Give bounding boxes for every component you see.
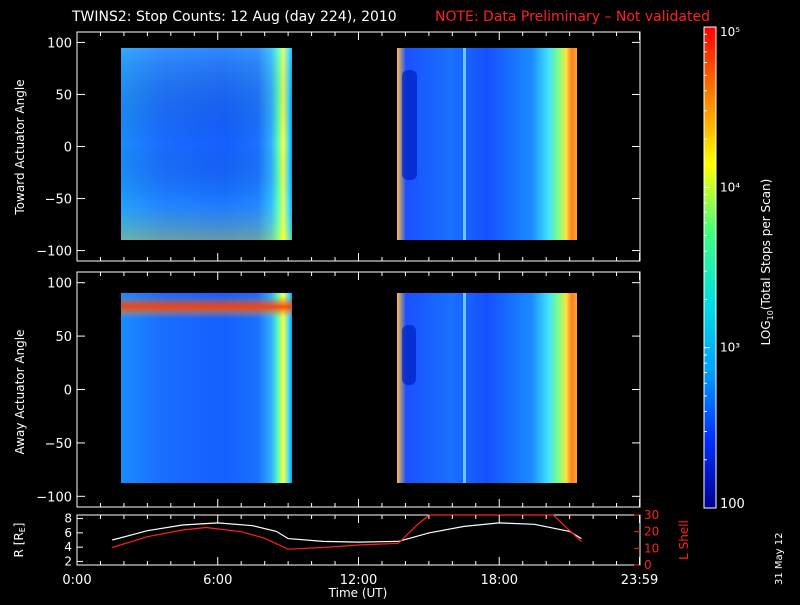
y-tick-label: 50 xyxy=(55,88,72,103)
y-tick-label: 6 xyxy=(64,526,72,540)
y-tick-label: 100 xyxy=(47,36,72,51)
colorbar-tick-label: 10³ xyxy=(720,341,740,355)
heatmap-block-2 xyxy=(397,48,577,240)
heatmap-block-3 xyxy=(121,293,292,483)
y2-tick-label: 30 xyxy=(644,508,659,522)
y-tick-label: 4 xyxy=(64,540,72,554)
panel-3-y2label: L Shell xyxy=(677,520,691,560)
y2-tick-label: 0 xyxy=(644,558,652,572)
colorbar-tick-label: 100 xyxy=(720,497,745,512)
panel-1-y-ticks: 100 50 0 −50 −100 xyxy=(36,36,640,260)
chart-title: TWINS2: Stop Counts: 12 Aug (day 224), 2… xyxy=(71,9,397,25)
panel-1-x-ticks xyxy=(76,32,641,261)
away-actuator-panel: 100 50 0 −50 −100 Away Actuator Angle xyxy=(13,271,641,508)
y-tick-label: −100 xyxy=(36,490,72,505)
lshell-line xyxy=(112,514,582,550)
heatmap-block-4-streak xyxy=(463,293,466,483)
panel-3-x-ticks: 0:00 6:00 12:00 18:00 23:59 xyxy=(62,515,658,588)
heatmap-block-3-redband xyxy=(121,296,292,318)
colorbar-gradient xyxy=(703,26,717,509)
panel-1-ylabel: Toward Actuator Angle xyxy=(13,79,27,215)
heatmap-block-1-shade xyxy=(121,48,292,240)
y-tick-label: −50 xyxy=(45,193,72,208)
colorbar-ticks: 100 10³ 10⁴ 10⁵ xyxy=(704,25,745,512)
heatmap-block-4 xyxy=(397,293,577,483)
y-tick-label: −100 xyxy=(36,245,72,260)
y-tick-label: 100 xyxy=(47,277,72,292)
panel-2-x-ticks xyxy=(76,272,641,507)
x-tick-label: 18:00 xyxy=(481,573,518,588)
y-tick-label: 0 xyxy=(64,141,72,156)
colorbar-label: LOG10(Total Stops per Scan) xyxy=(759,179,775,346)
colorbar: 100 10³ 10⁴ 10⁵ LOG10(Total Stops per Scan) xyxy=(703,25,775,512)
toward-actuator-panel: 100 50 0 −50 −100 Toward Actuator Angle xyxy=(13,31,641,262)
y-tick-label: −50 xyxy=(45,437,72,452)
preliminary-note: NOTE: Data Preliminary – Not validated xyxy=(435,9,710,25)
y2-tick-label: 10 xyxy=(644,541,659,555)
x-tick-label: 0:00 xyxy=(62,573,91,588)
radius-line xyxy=(112,522,582,543)
panel-2-ylabel: Away Actuator Angle xyxy=(13,329,27,454)
panel-3-y2-ticks: 30 20 10 0 xyxy=(634,508,659,572)
heatmap-block-2-dark xyxy=(402,70,417,180)
date-stamp: 31 May 12 xyxy=(774,533,785,585)
x-tick-label: 23:59 xyxy=(621,573,658,588)
heatmap-block-2-streak xyxy=(463,48,466,240)
heatmap-block-4-dark xyxy=(402,325,416,385)
colorbar-tick-label: 10⁴ xyxy=(720,180,740,194)
y-tick-label: 8 xyxy=(64,512,72,526)
y-tick-label: 50 xyxy=(55,330,72,345)
y2-tick-label: 20 xyxy=(644,525,659,539)
x-tick-label: 6:00 xyxy=(203,573,232,588)
x-tick-label: 12:00 xyxy=(340,573,377,588)
orbit-lines xyxy=(112,514,582,550)
y-tick-label: 2 xyxy=(64,554,72,568)
colorbar-tick-label: 10⁵ xyxy=(720,25,740,39)
y-tick-label: 0 xyxy=(64,384,72,399)
panel-3-ylabel: R [RE] xyxy=(12,523,27,558)
x-axis-title: Time (UT) xyxy=(328,586,388,600)
panel-2-y-ticks: 100 50 0 −50 −100 xyxy=(36,277,640,505)
